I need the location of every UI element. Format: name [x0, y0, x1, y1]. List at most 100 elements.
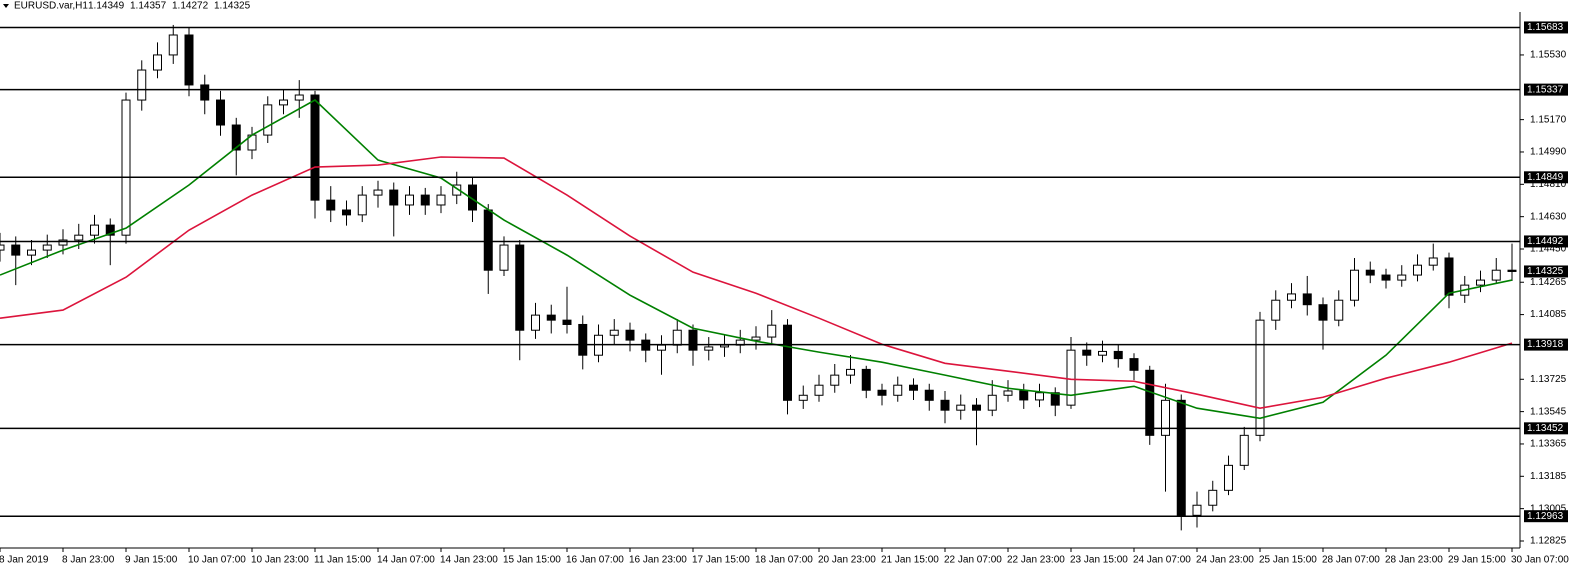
candle-body: [1003, 390, 1013, 396]
candle-body: [1413, 264, 1422, 276]
candle-body: [1476, 279, 1485, 286]
candle-body: [1239, 434, 1249, 466]
candle-body: [326, 199, 336, 211]
level-label-box: [1524, 510, 1568, 523]
candle-body: [1271, 299, 1281, 321]
candle-body: [168, 34, 178, 56]
x-tick-label: 16 Jan 23:00: [629, 555, 687, 566]
candle-body: [1098, 350, 1107, 356]
candle-body: [940, 399, 950, 411]
candle-body: [956, 404, 966, 411]
menu-arrow[interactable]: [3, 4, 9, 8]
x-tick-label: 11 Jan 15:00: [314, 555, 372, 566]
candle-body: [11, 244, 21, 256]
candle-body: [798, 394, 808, 401]
candle-body: [972, 404, 981, 411]
x-tick-label: 22 Jan 07:00: [944, 555, 1002, 566]
candle-body: [468, 184, 477, 211]
level-label-box: [1524, 171, 1568, 184]
moving-average: [0, 99, 1513, 420]
level-label: 1.14849: [1527, 172, 1564, 183]
candle-body: [1224, 464, 1233, 491]
quote-value: 1.14357: [130, 1, 167, 12]
candle-body: [987, 394, 997, 411]
y-tick-label: 1.15530: [1530, 50, 1567, 61]
candle-body: [924, 389, 934, 401]
candle-body: [483, 209, 493, 271]
symbol: EURUSD.var,H1: [14, 1, 88, 12]
level-label-box: [1524, 21, 1568, 34]
candle-body: [1287, 293, 1296, 301]
candle-body: [1255, 319, 1265, 436]
current-price-box: [1524, 265, 1568, 278]
level-label-box: [1524, 235, 1568, 248]
candle-body: [751, 336, 761, 341]
candle-body: [1318, 304, 1328, 321]
x-tick-label: 21 Jan 15:00: [881, 555, 939, 566]
candle-body: [672, 329, 682, 346]
x-tick-label: 24 Jan 23:00: [1196, 555, 1254, 566]
level-label: 1.14492: [1527, 236, 1564, 247]
candle-body: [1350, 269, 1359, 301]
candle-body: [58, 239, 68, 246]
x-tick-label: 9 Jan 15:00: [125, 555, 178, 566]
candle-body: [342, 209, 351, 216]
candle-body: [1066, 349, 1076, 406]
x-tick-label: 24 Jan 07:00: [1133, 555, 1191, 566]
candle-body: [1428, 257, 1438, 266]
candle-body: [74, 234, 84, 241]
candle-body: [436, 194, 446, 206]
candle-body: [405, 194, 414, 206]
x-tick-label: 10 Jan 23:00: [251, 555, 309, 566]
x-tick-label: 25 Jan 15:00: [1259, 555, 1317, 566]
candle-body: [184, 34, 194, 86]
x-tick-label: 29 Jan 15:00: [1448, 555, 1506, 566]
level-label: 1.12963: [1527, 511, 1564, 522]
candle-body: [420, 194, 430, 206]
candle-body: [389, 189, 399, 206]
candle-body: [0, 244, 5, 251]
quote-value: 1.14349: [88, 1, 125, 12]
candle-body: [783, 324, 792, 401]
candle-body: [909, 384, 918, 391]
candle-body: [609, 329, 619, 336]
moving-average: [0, 156, 1513, 410]
candle-body: [231, 124, 241, 151]
current-price-label: 1.14325: [1527, 266, 1564, 277]
x-tick-label: 23 Jan 15:00: [1070, 555, 1128, 566]
y-tick-label: 1.13725: [1530, 374, 1567, 385]
candle-body: [153, 54, 162, 71]
candle-body: [578, 323, 588, 356]
quote-value: 1.14325: [214, 1, 251, 12]
candle-body: [121, 99, 131, 236]
candle-body: [1129, 358, 1139, 371]
x-tick-label: 8 Jan 23:00: [62, 555, 115, 566]
x-tick-label: 16 Jan 07:00: [566, 555, 624, 566]
x-tick-label: 22 Jan 23:00: [1007, 555, 1065, 566]
y-tick-label: 1.14450: [1530, 244, 1567, 255]
level-label: 1.15337: [1527, 84, 1564, 95]
y-tick-label: 1.14630: [1530, 211, 1567, 222]
candle-body: [1082, 349, 1092, 356]
candle-body: [1302, 293, 1312, 306]
y-tick-label: 1.13365: [1530, 439, 1567, 450]
candle-body: [294, 94, 304, 101]
candle-body: [1507, 269, 1517, 272]
candle-body: [1397, 274, 1407, 281]
candle-body: [310, 94, 320, 201]
candle-body: [200, 84, 210, 101]
candle-body: [42, 244, 52, 251]
x-tick-label: 20 Jan 23:00: [818, 555, 876, 566]
candle-body: [704, 346, 714, 351]
candle-body: [861, 368, 871, 391]
candle-body: [1176, 399, 1186, 516]
y-tick-label: 1.14265: [1530, 277, 1567, 288]
candle-body: [1444, 257, 1454, 296]
y-tick-label: 1.14990: [1530, 147, 1567, 158]
x-tick-label: 28 Jan 23:00: [1385, 555, 1443, 566]
candle-body: [137, 69, 147, 101]
y-tick-label: 1.14085: [1530, 309, 1567, 320]
candle-body: [625, 329, 635, 341]
